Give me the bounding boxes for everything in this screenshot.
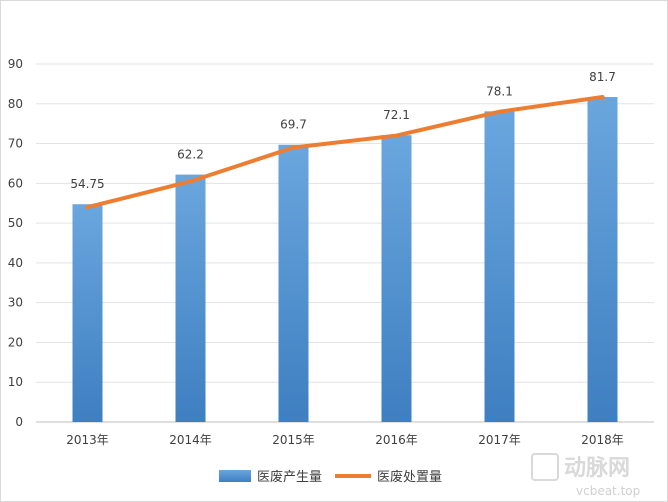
watermark: 动脉网 vcbeat.top xyxy=(531,453,640,498)
legend: 医废产生量 医废处置量 xyxy=(219,469,442,485)
bar xyxy=(278,144,309,422)
y-tick-label: 40 xyxy=(8,256,23,270)
x-tick-label: 2018年 xyxy=(581,433,624,447)
bar xyxy=(484,111,515,422)
y-tick-label: 20 xyxy=(8,335,23,349)
x-tick-label: 2017年 xyxy=(478,433,521,447)
bar xyxy=(587,97,618,422)
legend-label-line: 医废处置量 xyxy=(377,469,442,485)
legend-label-bar: 医废产生量 xyxy=(257,469,322,485)
x-tick-label: 2015年 xyxy=(272,433,315,447)
y-tick-label: 0 xyxy=(15,415,23,429)
y-tick-label: 60 xyxy=(8,176,23,190)
y-tick-label: 80 xyxy=(8,97,23,111)
data-label: 69.7 xyxy=(280,118,307,132)
bar xyxy=(175,174,206,422)
data-label: 62.2 xyxy=(177,148,204,162)
data-label: 72.1 xyxy=(383,108,410,122)
bar xyxy=(381,135,412,423)
x-tick-label: 2013年 xyxy=(66,433,109,447)
watermark-logo-icon xyxy=(531,453,559,481)
watermark-site-text: vcbeat.top xyxy=(576,484,640,498)
data-label: 54.75 xyxy=(70,177,104,191)
data-label: 81.7 xyxy=(589,70,616,84)
y-tick-label: 90 xyxy=(8,57,23,71)
data-labels: 54.75 62.2 69.7 72.1 78.1 81.7 xyxy=(70,70,616,191)
data-label: 78.1 xyxy=(486,84,513,98)
bar-series xyxy=(72,97,618,423)
line-series xyxy=(85,95,605,210)
x-tick-label: 2014年 xyxy=(169,433,212,447)
y-tick-label: 10 xyxy=(8,375,23,389)
x-axis: 2013年 2014年 2015年 2016年 2017年 2018年 xyxy=(66,433,624,447)
y-tick-label: 70 xyxy=(8,137,23,151)
legend-swatch-bar xyxy=(219,470,251,482)
y-tick-label: 30 xyxy=(8,296,23,310)
bar xyxy=(72,204,103,422)
x-tick-label: 2016年 xyxy=(375,433,418,447)
line-path xyxy=(85,95,605,210)
y-axis: 0 10 20 30 40 50 60 70 80 90 xyxy=(8,57,23,429)
gridlines xyxy=(36,63,654,423)
y-tick-label: 50 xyxy=(8,216,23,230)
watermark-logo-text: 动脉网 xyxy=(564,456,630,481)
